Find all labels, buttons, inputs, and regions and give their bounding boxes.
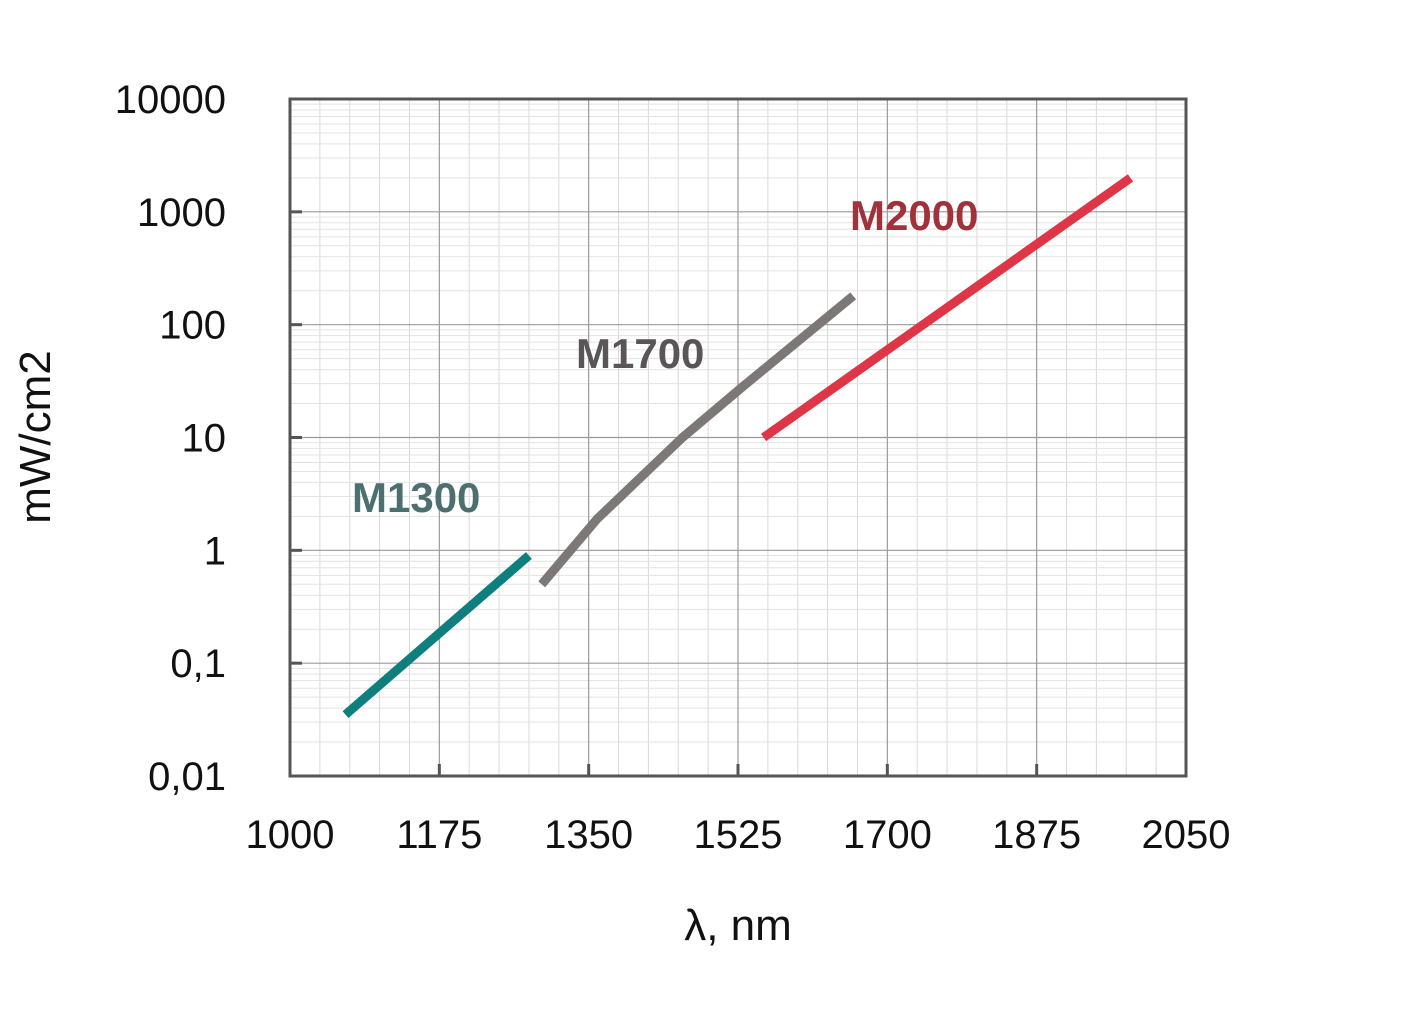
x-tick-label: 1875 bbox=[992, 813, 1081, 857]
y-tick-label: 10000 bbox=[115, 78, 226, 122]
series-line-m1300 bbox=[342, 552, 532, 718]
x-tick-label: 1525 bbox=[694, 813, 783, 857]
x-tick-label: 2050 bbox=[1142, 813, 1231, 857]
series-line-m1700 bbox=[538, 292, 857, 588]
y-tick-label: 0,1 bbox=[170, 642, 226, 686]
major-grid bbox=[290, 99, 1186, 776]
series-label-m1300: M1300 bbox=[352, 474, 480, 521]
series-labels: M1300 M1700 M2000 bbox=[352, 192, 978, 521]
x-tick-label: 1700 bbox=[843, 813, 932, 857]
series-label-m2000: M2000 bbox=[850, 192, 978, 239]
series-line-m2000 bbox=[761, 174, 1134, 442]
x-tick-label: 1175 bbox=[396, 813, 482, 857]
x-axis-title: λ, nm bbox=[684, 901, 792, 950]
y-tick-label: 100 bbox=[159, 304, 226, 348]
y-tick-label: 1000 bbox=[137, 191, 226, 235]
y-axis-title: mW/cm2 bbox=[11, 350, 60, 524]
y-tick-labels: 10000 1000 100 10 1 0,1 0,01 bbox=[115, 78, 226, 799]
tick-marks bbox=[288, 97, 1188, 778]
x-tick-label: 1350 bbox=[544, 813, 633, 857]
y-tick-label: 1 bbox=[204, 529, 226, 573]
y-tick-label: 0,01 bbox=[148, 755, 226, 799]
y-tick-label: 10 bbox=[182, 417, 227, 461]
series-layer bbox=[342, 174, 1134, 718]
x-tick-label: 1000 bbox=[246, 813, 335, 857]
series-label-m1700: M1700 bbox=[576, 330, 704, 377]
x-tick-labels: 1000 1175 1350 1525 1700 1875 2050 bbox=[246, 813, 1231, 857]
